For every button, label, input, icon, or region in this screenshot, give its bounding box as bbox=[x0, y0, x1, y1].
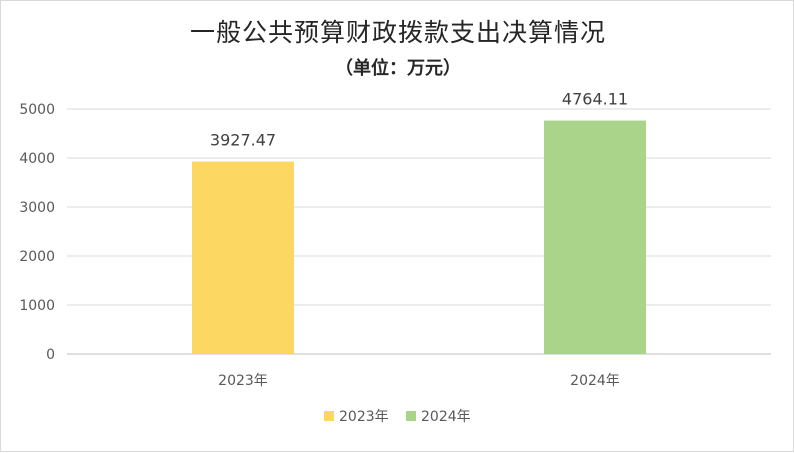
y-tick-label: 1000 bbox=[19, 298, 55, 314]
y-tick-label: 4000 bbox=[19, 151, 55, 167]
x-tick-label: 2024年 bbox=[570, 373, 620, 389]
y-tick-label: 5000 bbox=[19, 102, 55, 118]
legend-label: 2023年 bbox=[339, 409, 389, 425]
x-tick-label: 2023年 bbox=[218, 373, 268, 389]
chart-subtitle: （单位：万元） bbox=[335, 58, 461, 79]
legend-swatch bbox=[324, 411, 334, 421]
data-label: 4764.11 bbox=[562, 90, 628, 109]
bar-2023年 bbox=[192, 161, 294, 354]
y-tick-label: 2000 bbox=[19, 249, 55, 265]
legend-label: 2024年 bbox=[421, 409, 471, 425]
y-tick-label: 0 bbox=[46, 347, 55, 363]
chart-title: 一般公共预算财政拨款支出决算情况 bbox=[189, 18, 606, 47]
data-label: 3927.47 bbox=[210, 131, 276, 150]
y-tick-label: 3000 bbox=[19, 200, 55, 216]
bar-2024年 bbox=[544, 120, 646, 354]
legend-swatch bbox=[406, 411, 416, 421]
